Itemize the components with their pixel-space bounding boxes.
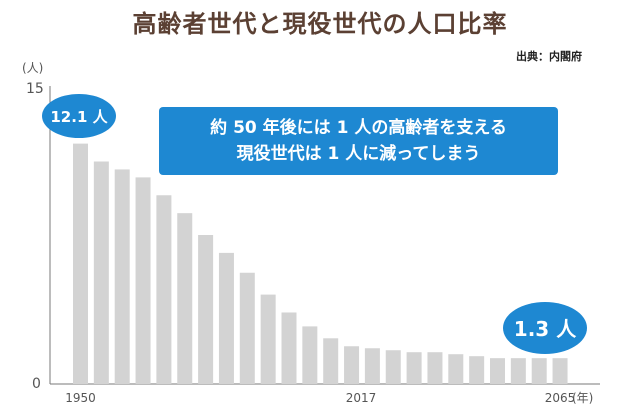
bar — [281, 312, 297, 384]
x-axis-unit: (年) — [572, 391, 593, 405]
bar — [490, 358, 505, 384]
bar — [406, 352, 422, 384]
bar — [448, 354, 464, 384]
callout-bubble — [503, 302, 587, 354]
x-tick-label: 1950 — [65, 391, 96, 405]
bar — [156, 195, 172, 384]
bar — [198, 235, 214, 384]
bar — [218, 252, 234, 384]
bar — [552, 358, 568, 384]
x-tick-label: 2017 — [346, 391, 377, 405]
bar — [344, 346, 360, 384]
callout-label: 12.1 人 — [50, 108, 108, 126]
bar — [73, 143, 88, 384]
y-axis-unit: (人) — [22, 61, 43, 75]
annotation-line-2: 現役世代は 1 人に減ってしまう — [236, 144, 481, 164]
bar — [364, 348, 380, 384]
bar — [135, 177, 151, 384]
bar — [302, 326, 318, 384]
bar — [385, 350, 401, 384]
callout-bubble — [42, 94, 116, 138]
bar — [93, 161, 109, 384]
bar — [510, 358, 526, 384]
annotation-line-1: 約 50 年後には 1 人の高齢者を支える — [210, 118, 507, 138]
x-tick-label: 2065 — [545, 391, 576, 405]
annotation-box: 約 50 年後には 1 人の高齢者を支える 現役世代は 1 人に減ってしまう — [159, 107, 558, 175]
bar — [427, 352, 443, 384]
callout-label: 1.3 人 — [514, 317, 577, 341]
bar — [469, 356, 485, 384]
y-tick-label: 0 — [32, 376, 41, 392]
bar — [531, 358, 547, 384]
bar — [114, 169, 130, 384]
bar — [177, 213, 193, 384]
bar — [323, 338, 339, 384]
bar — [239, 272, 255, 384]
source-note: 出典：内閣府 — [516, 50, 582, 63]
chart-title: 高齢者世代と現役世代の人口比率 — [132, 10, 508, 38]
y-tick-label: 15 — [26, 81, 44, 97]
bar — [260, 294, 276, 384]
